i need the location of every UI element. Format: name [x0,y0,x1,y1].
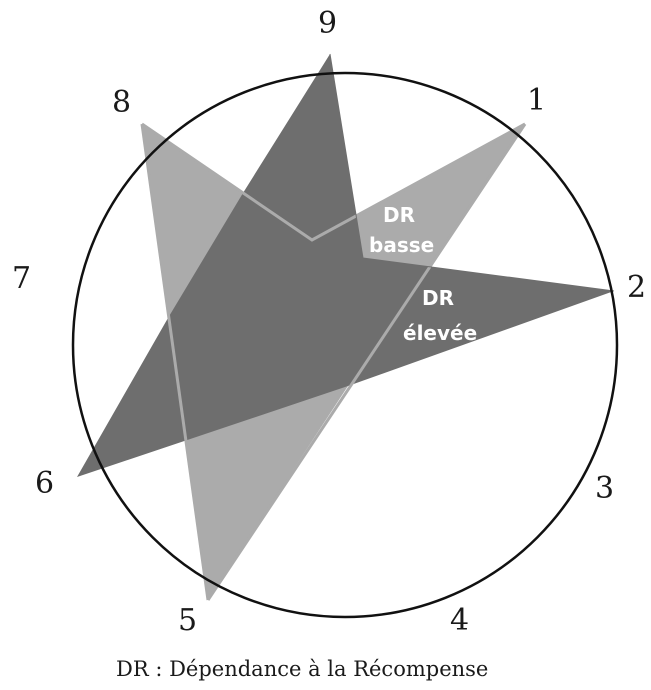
high-label-line2: élevée [403,321,477,345]
point-label-3: 3 [595,471,614,506]
high-reward-dependence-star [77,54,614,477]
point-label-6: 6 [35,466,54,501]
point-label-9: 9 [318,6,337,41]
low-star-edge-5-8 [140,123,210,601]
caption: DR : Dépendance à la Récompense [116,657,488,681]
low-label-line1: DR [383,203,415,227]
low-star-edge-1-5 [206,123,527,601]
enneagram-circle [71,71,619,619]
low-label-line2: basse [369,233,434,257]
high-star-inner-corner [329,53,615,292]
point-label-5: 5 [178,603,197,638]
point-label-8: 8 [112,85,131,120]
high-reward-dependence-label: DR élevée [403,286,477,345]
point-label-7: 7 [12,261,31,296]
high-label-line1: DR [422,286,454,310]
point-label-4: 4 [450,603,469,638]
point-label-2: 2 [627,270,646,305]
low-star-edge-8-1 [141,122,526,242]
low-reward-dependence-label: DR basse [369,203,434,257]
point-label-1: 1 [527,83,546,118]
